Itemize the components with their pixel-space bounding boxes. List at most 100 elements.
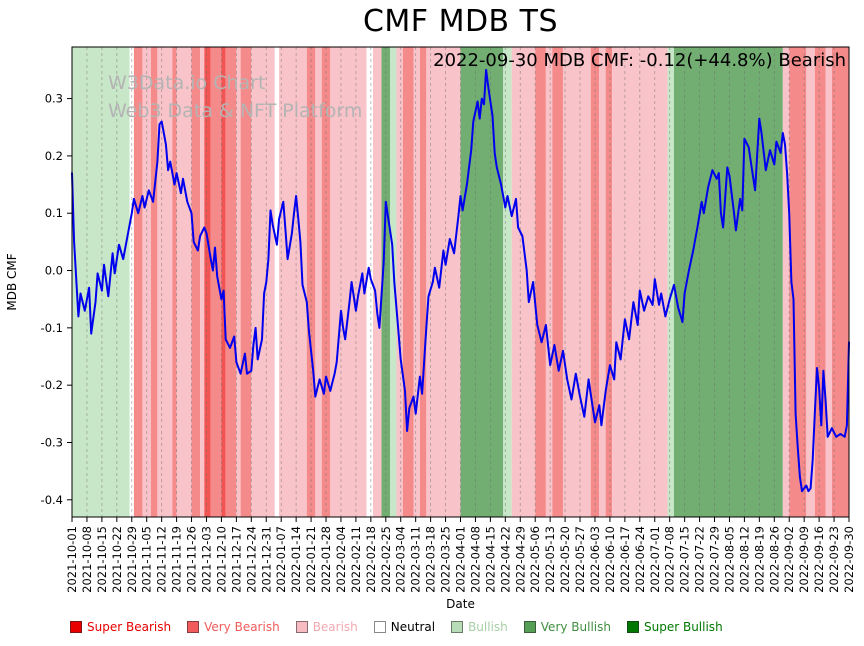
x-tick-label: 2022-08-26 xyxy=(767,526,781,593)
sentiment-band-very_bearish xyxy=(240,47,252,517)
legend-swatch-neutral xyxy=(373,621,386,633)
watermark-line1: W3Data.io Chart xyxy=(108,72,266,94)
y-axis-label: MDB CMF xyxy=(5,253,19,310)
legend-swatch-very-bearish xyxy=(187,621,200,633)
x-tick-label: 2022-07-15 xyxy=(678,526,692,593)
y-tick-label: -0.4 xyxy=(41,493,63,507)
x-tick-label: 2022-07-22 xyxy=(693,526,707,593)
x-tick-label: 2022-08-12 xyxy=(737,526,751,593)
legend-swatch-bearish xyxy=(295,621,308,633)
legend-item-very-bullish: Very Bullish xyxy=(523,620,611,634)
sentiment-band-super_bearish xyxy=(204,47,211,517)
x-tick-label: 2022-01-28 xyxy=(319,526,333,593)
sentiment-band-neutral xyxy=(366,47,373,517)
x-tick-label: 2022-04-29 xyxy=(513,526,527,593)
legend-item-bullish: Bullish xyxy=(451,620,508,634)
sentiment-band-very_bullish xyxy=(673,47,783,517)
x-tick-label: 2022-01-07 xyxy=(274,526,288,593)
x-tick-label: 2022-03-11 xyxy=(409,526,423,593)
sentiment-band-super_bearish xyxy=(221,47,226,517)
y-tick-label: 0.3 xyxy=(45,92,63,106)
x-tick-label: 2021-11-05 xyxy=(140,526,154,593)
x-tick-label: 2022-06-17 xyxy=(618,526,632,593)
legend-label-bullish: Bullish xyxy=(468,620,508,634)
x-tick-label: 2021-12-17 xyxy=(229,526,243,593)
x-tick-label: 2022-06-03 xyxy=(588,526,602,593)
x-tick-label: 2022-06-24 xyxy=(633,526,647,593)
legend-label-bearish: Bearish xyxy=(312,620,358,634)
sentiment-band-very_bearish xyxy=(419,47,427,517)
sentiment-band-very_bearish xyxy=(814,47,826,517)
sentiment-band-very_bearish xyxy=(225,47,237,517)
y-tick-label: 0.1 xyxy=(45,206,63,220)
legend-item-super-bearish: Super Bearish xyxy=(70,620,171,634)
x-tick-label: 2022-07-29 xyxy=(708,526,722,593)
sentiment-band-bearish xyxy=(200,47,205,517)
x-tick-label: 2022-03-18 xyxy=(424,526,438,593)
sentiment-band-neutral xyxy=(274,47,280,517)
y-tick-label: -0.3 xyxy=(41,435,63,449)
y-tick-label: -0.1 xyxy=(41,321,63,335)
legend-swatch-super-bearish xyxy=(70,621,82,633)
sentiment-band-bearish xyxy=(315,47,322,517)
sentiment-band-bullish xyxy=(503,47,512,517)
sentiment-band-very_bullish xyxy=(460,47,504,517)
sentiment-band-very_bearish xyxy=(172,47,177,517)
x-tick-label: 2021-10-01 xyxy=(65,526,79,593)
x-tick-label: 2022-04-01 xyxy=(454,526,468,593)
x-tick-label: 2021-10-22 xyxy=(110,526,124,593)
x-tick-label: 2021-12-24 xyxy=(244,526,258,593)
sentiment-band-bearish xyxy=(236,47,241,517)
legend-item-bearish: Bearish xyxy=(295,620,358,634)
x-tick-label: 2022-04-15 xyxy=(483,526,497,593)
x-tick-label: 2022-02-04 xyxy=(334,526,348,593)
sentiment-band-very_bearish xyxy=(210,47,222,517)
sentiment-band-bearish xyxy=(562,47,591,517)
x-tick-label: 2021-12-03 xyxy=(199,526,213,593)
x-tick-label: 2021-10-15 xyxy=(95,526,109,593)
legend-item-super-bullish: Super Bullish xyxy=(627,620,723,634)
sentiment-band-bearish xyxy=(599,47,606,517)
y-tick-label: 0.2 xyxy=(45,149,63,163)
sentiment-band-bearish xyxy=(511,47,536,517)
x-tick-label: 2022-09-02 xyxy=(782,526,796,593)
x-tick-label: 2021-11-26 xyxy=(185,526,199,593)
x-tick-label: 2022-03-25 xyxy=(439,526,453,593)
legend-label-super-bullish: Super Bullish xyxy=(644,620,723,634)
x-tick-label: 2022-08-19 xyxy=(752,526,766,593)
x-tick-label: 2021-12-31 xyxy=(259,526,273,593)
sentiment-band-bearish xyxy=(825,47,832,517)
legend-swatch-very-bullish xyxy=(523,621,536,633)
sentiment-band-very_bearish xyxy=(535,47,546,517)
x-tick-label: 2021-11-19 xyxy=(170,526,184,593)
legend-swatch-bullish xyxy=(451,621,464,633)
sentiment-band-very_bearish xyxy=(402,47,414,517)
sentiment-band-bullish xyxy=(390,47,397,517)
sentiment-band-very_bearish xyxy=(191,47,201,517)
sentiment-legend: Super Bearish Very Bearish Bearish Neutral B… xyxy=(70,620,723,634)
y-tick-label: -0.2 xyxy=(41,378,63,392)
sentiment-band-very_bearish xyxy=(133,47,143,517)
x-axis-label: Date xyxy=(446,597,475,611)
watermark: W3Data.io Chart Web3 Data & NFT Platform xyxy=(108,70,362,125)
x-tick-label: 2021-10-08 xyxy=(80,526,94,593)
x-tick-label: 2022-09-23 xyxy=(827,526,841,593)
legend-item-neutral: Neutral xyxy=(373,620,435,634)
x-tick-label: 2022-05-06 xyxy=(528,526,542,593)
sentiment-band-bearish xyxy=(545,47,553,517)
x-tick-label: 2022-04-22 xyxy=(498,526,512,593)
x-tick-label: 2022-09-16 xyxy=(812,526,826,593)
x-tick-label: 2022-01-21 xyxy=(304,526,318,593)
chart-title: CMF MDB TS xyxy=(362,4,559,39)
sentiment-band-bearish xyxy=(426,47,461,517)
sentiment-band-bearish xyxy=(782,47,790,517)
x-tick-label: 2021-11-12 xyxy=(155,526,169,593)
legend-label-very-bullish: Very Bullish xyxy=(540,620,611,634)
x-tick-label: 2022-09-30 xyxy=(842,526,856,593)
x-tick-label: 2022-04-08 xyxy=(468,526,482,593)
x-tick-label: 2022-02-11 xyxy=(349,526,363,593)
sentiment-band-bearish xyxy=(413,47,420,517)
x-tick-label: 2021-12-10 xyxy=(214,526,228,593)
x-tick-label: 2022-07-01 xyxy=(648,526,662,593)
